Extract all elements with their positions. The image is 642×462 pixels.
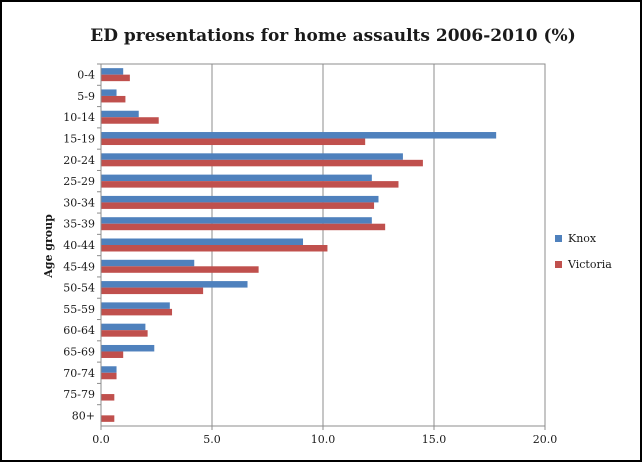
y-tick-label: 15-19 bbox=[63, 133, 95, 146]
legend-swatch-knox bbox=[555, 235, 562, 242]
bar-victoria-45-49 bbox=[101, 266, 259, 273]
y-tick-label: 35-39 bbox=[63, 218, 95, 231]
series-victoria bbox=[101, 74, 423, 422]
bar-knox-10-14 bbox=[101, 110, 139, 118]
legend-label-victoria: Victoria bbox=[567, 258, 612, 271]
legend: Knox Victoria bbox=[555, 232, 612, 271]
bar-knox-5-9 bbox=[101, 89, 117, 96]
x-tick-label: 10.0 bbox=[311, 433, 336, 446]
y-tick-label: 0-4 bbox=[77, 69, 95, 82]
bar-knox-20-24 bbox=[101, 153, 403, 160]
legend-swatch-victoria bbox=[555, 261, 562, 268]
bar-knox-70-74 bbox=[101, 366, 117, 373]
bar-victoria-55-59 bbox=[101, 308, 173, 316]
x-tick-label: 0.0 bbox=[92, 433, 110, 446]
bar-victoria-20-24 bbox=[101, 159, 423, 167]
bar-victoria-0-4 bbox=[101, 74, 130, 82]
bar-victoria-65-69 bbox=[101, 351, 124, 358]
bar-victoria-40-44 bbox=[101, 245, 328, 252]
bar-knox-60-64 bbox=[101, 323, 146, 331]
bar-victoria-50-54 bbox=[101, 287, 204, 295]
bar-victoria-10-14 bbox=[101, 117, 159, 124]
bar-knox-30-34 bbox=[101, 195, 379, 203]
bar-victoria-35-39 bbox=[101, 223, 386, 231]
bar-victoria-25-29 bbox=[101, 181, 399, 188]
series-knox bbox=[101, 68, 497, 373]
bar-victoria-80+ bbox=[101, 415, 115, 422]
y-tick-label: 80+ bbox=[72, 409, 95, 422]
y-tick-label: 5-9 bbox=[77, 90, 95, 103]
y-axis-title: Age group bbox=[42, 214, 55, 279]
y-tick-label: 75-79 bbox=[63, 388, 95, 401]
y-tick-label: 30-34 bbox=[63, 196, 95, 209]
bar-knox-55-59 bbox=[101, 302, 170, 309]
legend-label-knox: Knox bbox=[568, 232, 597, 245]
x-tick-label: 5.0 bbox=[203, 433, 221, 446]
y-tick-label: 25-29 bbox=[63, 175, 95, 188]
bar-knox-50-54 bbox=[101, 281, 248, 288]
y-tick-label: 40-44 bbox=[63, 239, 95, 252]
y-tick-label: 20-24 bbox=[63, 154, 95, 167]
y-tick-label: 65-69 bbox=[63, 345, 95, 358]
x-tick-label: 20.0 bbox=[533, 433, 558, 446]
bar-knox-15-19 bbox=[101, 132, 497, 139]
bar-victoria-70-74 bbox=[101, 372, 117, 380]
bar-victoria-60-64 bbox=[101, 330, 148, 337]
y-tick-label: 60-64 bbox=[63, 324, 95, 337]
bar-knox-45-49 bbox=[101, 259, 195, 267]
bar-victoria-5-9 bbox=[101, 95, 126, 103]
x-tick-label: 15.0 bbox=[422, 433, 447, 446]
y-tick-label: 10-14 bbox=[63, 111, 95, 124]
bar-knox-25-29 bbox=[101, 174, 372, 182]
bar-knox-65-69 bbox=[101, 344, 155, 352]
bar-knox-40-44 bbox=[101, 238, 304, 245]
bar-knox-35-39 bbox=[101, 217, 372, 224]
y-tick-label: 50-54 bbox=[63, 282, 95, 295]
y-tick-label: 55-59 bbox=[63, 303, 95, 316]
bar-victoria-75-79 bbox=[101, 394, 115, 401]
y-tick-label: 70-74 bbox=[63, 367, 95, 380]
bar-victoria-15-19 bbox=[101, 138, 366, 146]
y-tick-label: 45-49 bbox=[63, 260, 95, 273]
plot-area: 0.0 5.0 10.0 15.0 20.0 0-4 5-9 10-14 15-19 20-24 2… bbox=[63, 63, 558, 446]
bar-victoria-30-34 bbox=[101, 202, 375, 209]
bar-knox-0-4 bbox=[101, 68, 124, 75]
chart-title: ED presentations for home assaults 2006-… bbox=[90, 26, 576, 46]
